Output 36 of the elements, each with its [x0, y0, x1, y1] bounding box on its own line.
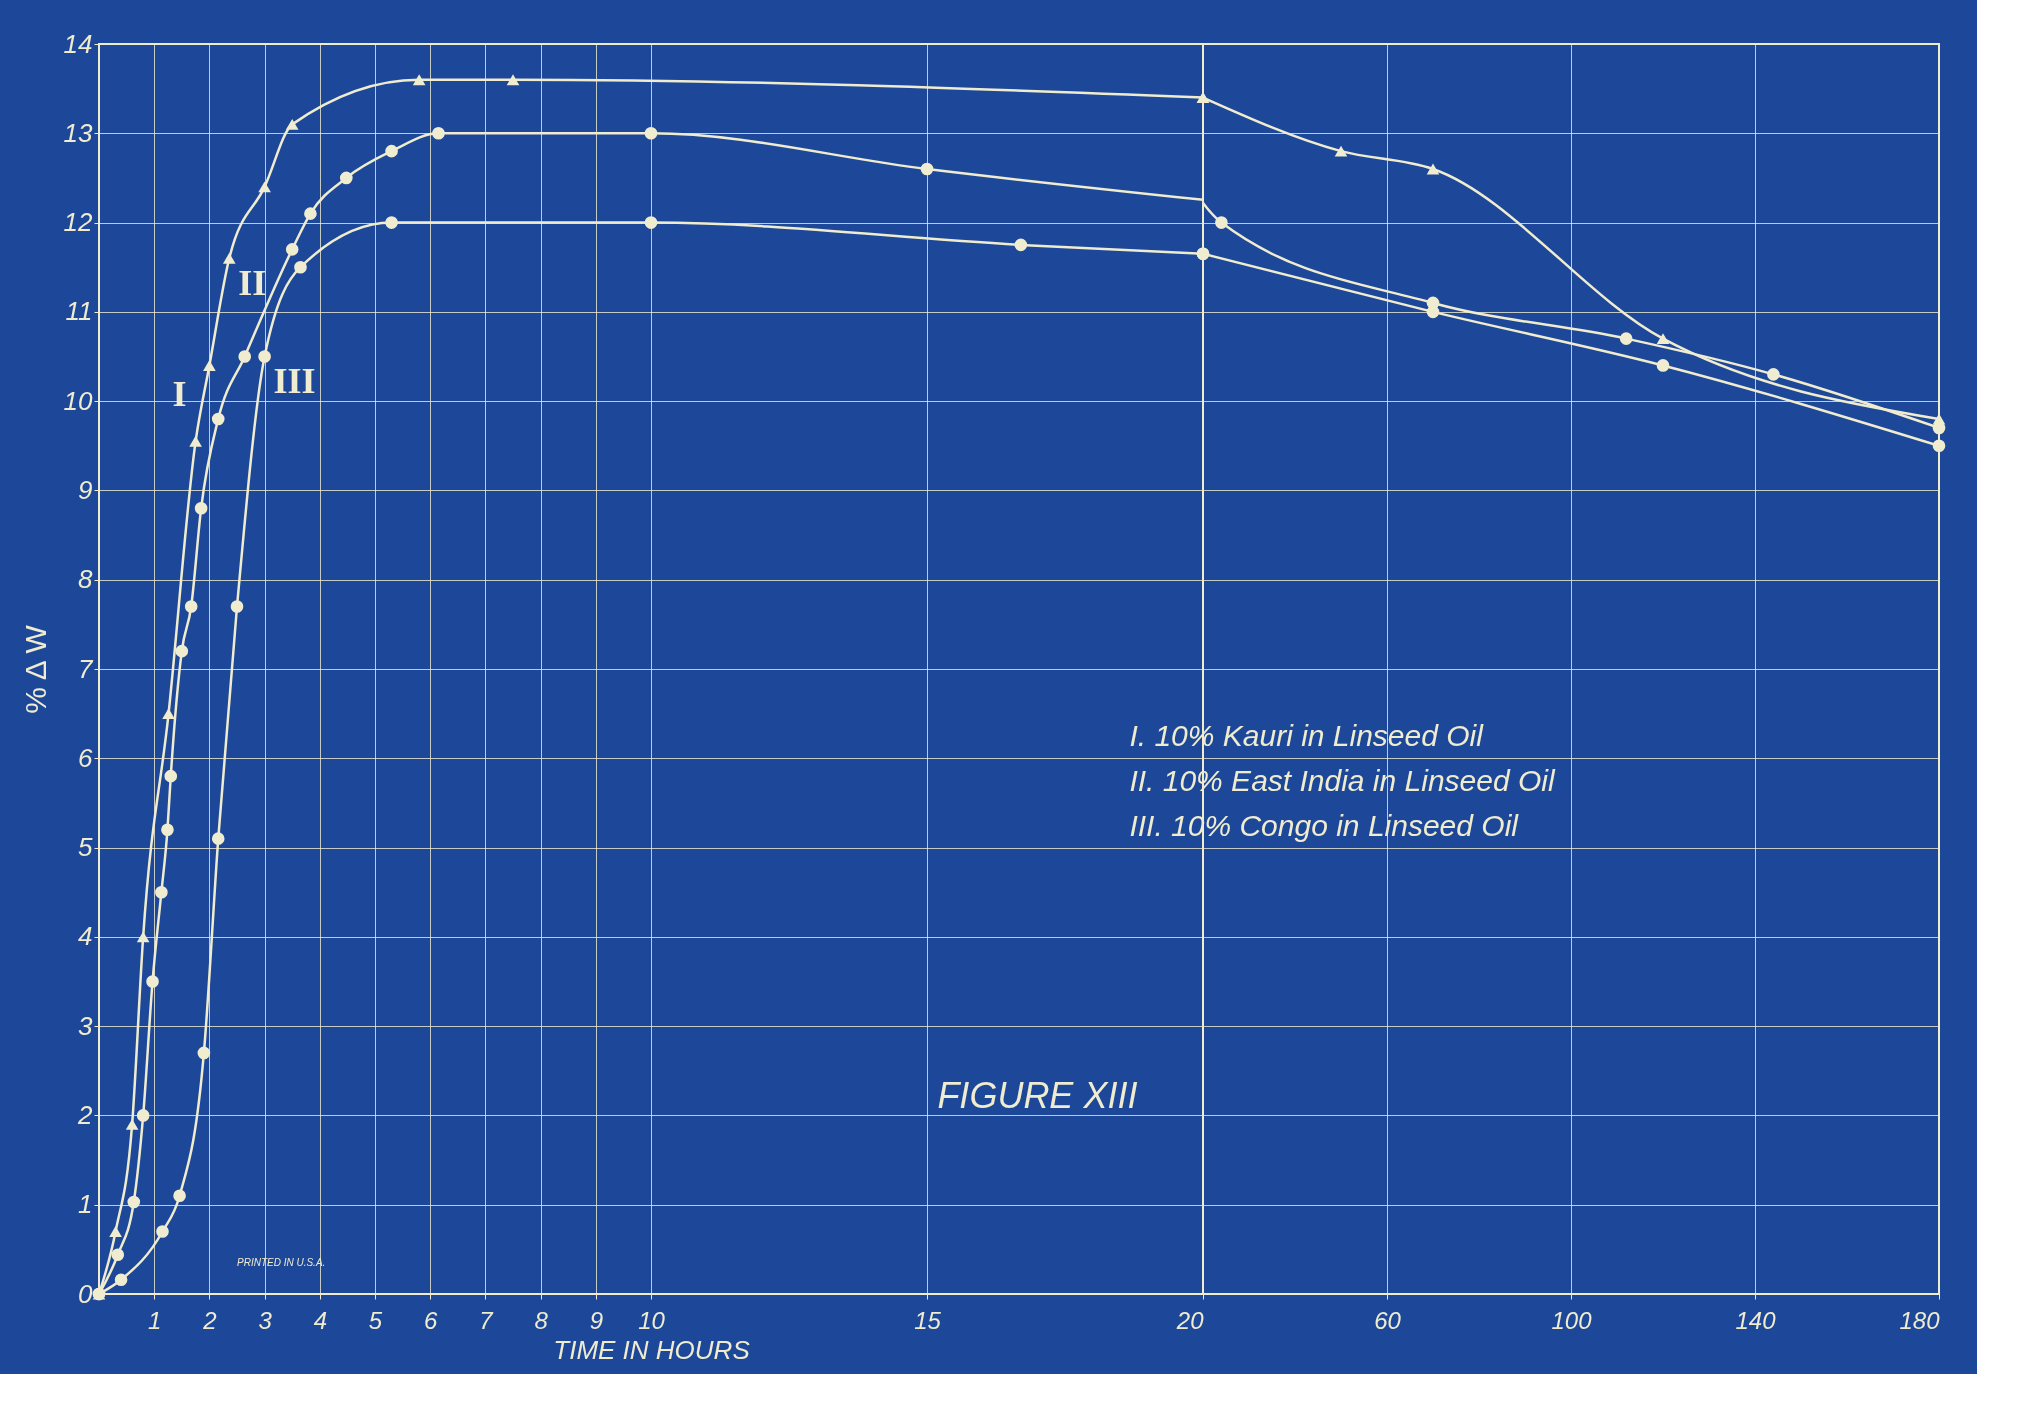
x-tick-label: 100 [1551, 1306, 1593, 1334]
x-tick-label: 5 [368, 1306, 383, 1334]
x-tick-label: 180 [1899, 1306, 1941, 1334]
y-tick-label: 9 [78, 474, 93, 505]
x-tick-label: 60 [1374, 1306, 1402, 1334]
y-tick-label: 4 [78, 921, 93, 952]
y-axis-title: % Δ W [18, 624, 52, 714]
x-tick-label: 10 [638, 1306, 666, 1334]
x-tick-label: 6 [424, 1306, 439, 1334]
y-tick-label: 1 [78, 1189, 93, 1220]
x-tick-label: 9 [589, 1306, 603, 1334]
y-tick-label: 12 [63, 207, 94, 238]
x-tick-label: 8 [534, 1306, 549, 1334]
y-tick-label: 5 [78, 832, 94, 863]
x-tick-label: 1 [148, 1306, 162, 1334]
x-tick-label: 2 [202, 1306, 217, 1334]
x-tick-label: 4 [313, 1306, 327, 1334]
y-tick-label: 2 [77, 1099, 94, 1130]
y-tick-label: 13 [63, 117, 94, 148]
y-tick-label: 10 [63, 385, 94, 416]
x-tick-label: 140 [1735, 1306, 1777, 1334]
y-tick-label: 6 [78, 742, 94, 773]
y-tick-label: 11 [65, 296, 93, 327]
x-tick-label: 20 [1175, 1306, 1205, 1334]
annotation: FIGURE XIII [937, 1074, 1138, 1116]
x-tick-label: 15 [914, 1306, 942, 1334]
series-label: II [238, 263, 267, 304]
y-tick-label: 8 [78, 564, 94, 595]
y-tick-label: 3 [78, 1010, 94, 1041]
x-tick-label: 3 [258, 1306, 273, 1334]
x-axis-title: TIME IN HOURS [553, 1334, 751, 1365]
x-tick-label: 7 [479, 1306, 495, 1334]
series-label: III [273, 360, 316, 401]
y-tick-label: 0 [78, 1278, 94, 1309]
y-tick-label: 7 [78, 653, 95, 684]
y-tick-label: 14 [63, 28, 93, 59]
